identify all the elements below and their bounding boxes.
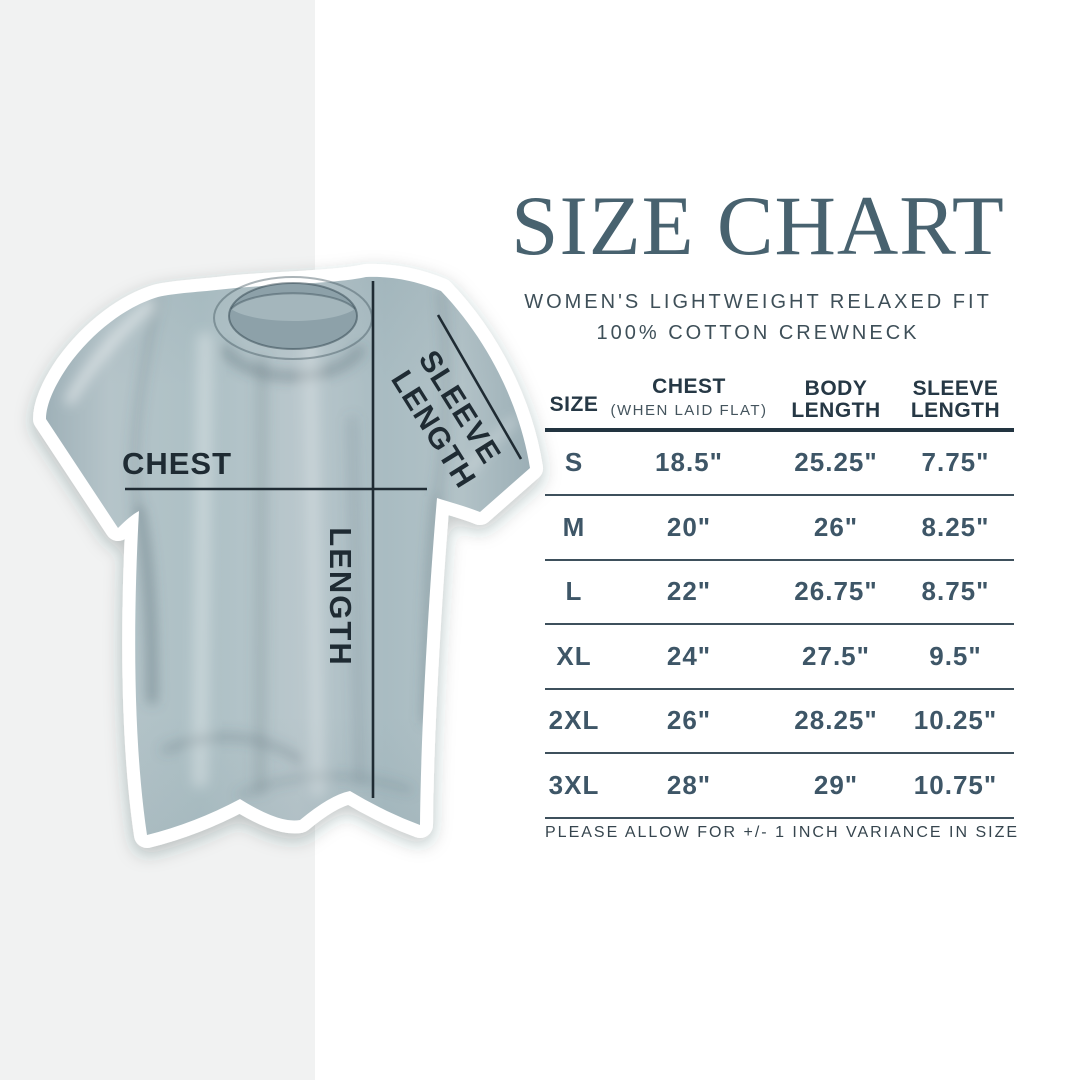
subtitle-line1: WOMEN'S LIGHTWEIGHT RELAXED FIT bbox=[524, 291, 992, 313]
table-row-l: L 22" 26.75" 8.75" bbox=[545, 561, 1014, 625]
variance-note: PLEASE ALLOW FOR +/- 1 INCH VARIANCE IN … bbox=[545, 824, 1020, 841]
cell-size: XL bbox=[556, 640, 592, 671]
cell-body-length: 27.5" bbox=[802, 640, 870, 671]
size-table-header: SIZE CHEST (WHEN LAID FLAT) BODY LENGTH … bbox=[545, 366, 1014, 422]
cell-sleeve-length: 8.75" bbox=[921, 576, 990, 607]
length-label: LENGTH bbox=[323, 527, 358, 666]
cell-size: 3XL bbox=[548, 769, 600, 800]
cell-chest: 20" bbox=[666, 511, 712, 542]
table-row-2xl: 2XL 26" 28.25" 10.25" bbox=[545, 690, 1014, 754]
cell-chest: 24" bbox=[666, 640, 712, 671]
page-title: SIZE CHART bbox=[511, 179, 1005, 273]
cell-chest: 28" bbox=[666, 769, 712, 800]
table-row-xl: XL 24" 27.5" 9.5" bbox=[545, 625, 1014, 690]
sleeve-label-line2: LENGTH bbox=[384, 365, 482, 495]
cell-body-length: 26" bbox=[813, 511, 859, 542]
table-row-3xl: 3XL 28" 29" 10.75" bbox=[545, 754, 1014, 819]
cell-sleeve-length: 9.5" bbox=[929, 640, 982, 671]
header-chest-sublabel: (WHEN LAID FLAT) bbox=[610, 402, 768, 419]
cell-sleeve-length: 10.75" bbox=[913, 769, 998, 800]
sleeve-length-label: SLEEVE LENGTH bbox=[383, 345, 513, 497]
cell-chest: 26" bbox=[666, 705, 712, 736]
cell-sleeve-length: 10.25" bbox=[913, 705, 998, 736]
cell-size: S bbox=[564, 447, 584, 478]
cell-chest: 22" bbox=[666, 576, 712, 607]
cell-body-length: 25.25" bbox=[794, 447, 878, 478]
cell-body-length: 29" bbox=[813, 769, 859, 800]
cell-sleeve-length: 7.75" bbox=[921, 447, 990, 478]
column-header-chest: CHEST (WHEN LAID FLAT) bbox=[603, 376, 775, 422]
column-header-size: SIZE bbox=[545, 394, 603, 422]
table-row-s: S 18.5" 25.25" 7.75" bbox=[545, 432, 1014, 496]
table-row-m: M 20" 26" 8.25" bbox=[545, 496, 1014, 561]
cell-size: 2XL bbox=[548, 705, 600, 736]
header-size-label: SIZE bbox=[549, 393, 599, 416]
column-header-body-length: BODY LENGTH bbox=[791, 377, 881, 422]
cell-size: M bbox=[562, 511, 586, 542]
cell-body-length: 26.75" bbox=[794, 576, 878, 607]
sleeve-label-line1: SLEEVE bbox=[412, 345, 507, 471]
cell-sleeve-length: 8.25" bbox=[921, 511, 990, 542]
background-strip bbox=[0, 0, 315, 1080]
cell-body-length: 28.25" bbox=[794, 705, 878, 736]
cell-size: L bbox=[565, 576, 583, 607]
subtitle-line2: 100% COTTON CREWNECK bbox=[596, 322, 920, 344]
cell-chest: 18.5" bbox=[655, 447, 723, 478]
column-header-sleeve-length: SLEEVE LENGTH bbox=[910, 377, 1001, 422]
header-divider bbox=[545, 428, 1014, 432]
header-chest-label: CHEST bbox=[652, 375, 726, 398]
size-table-body: S 18.5" 25.25" 7.75" M 20" 26" 8.25" L 2… bbox=[545, 432, 1014, 819]
